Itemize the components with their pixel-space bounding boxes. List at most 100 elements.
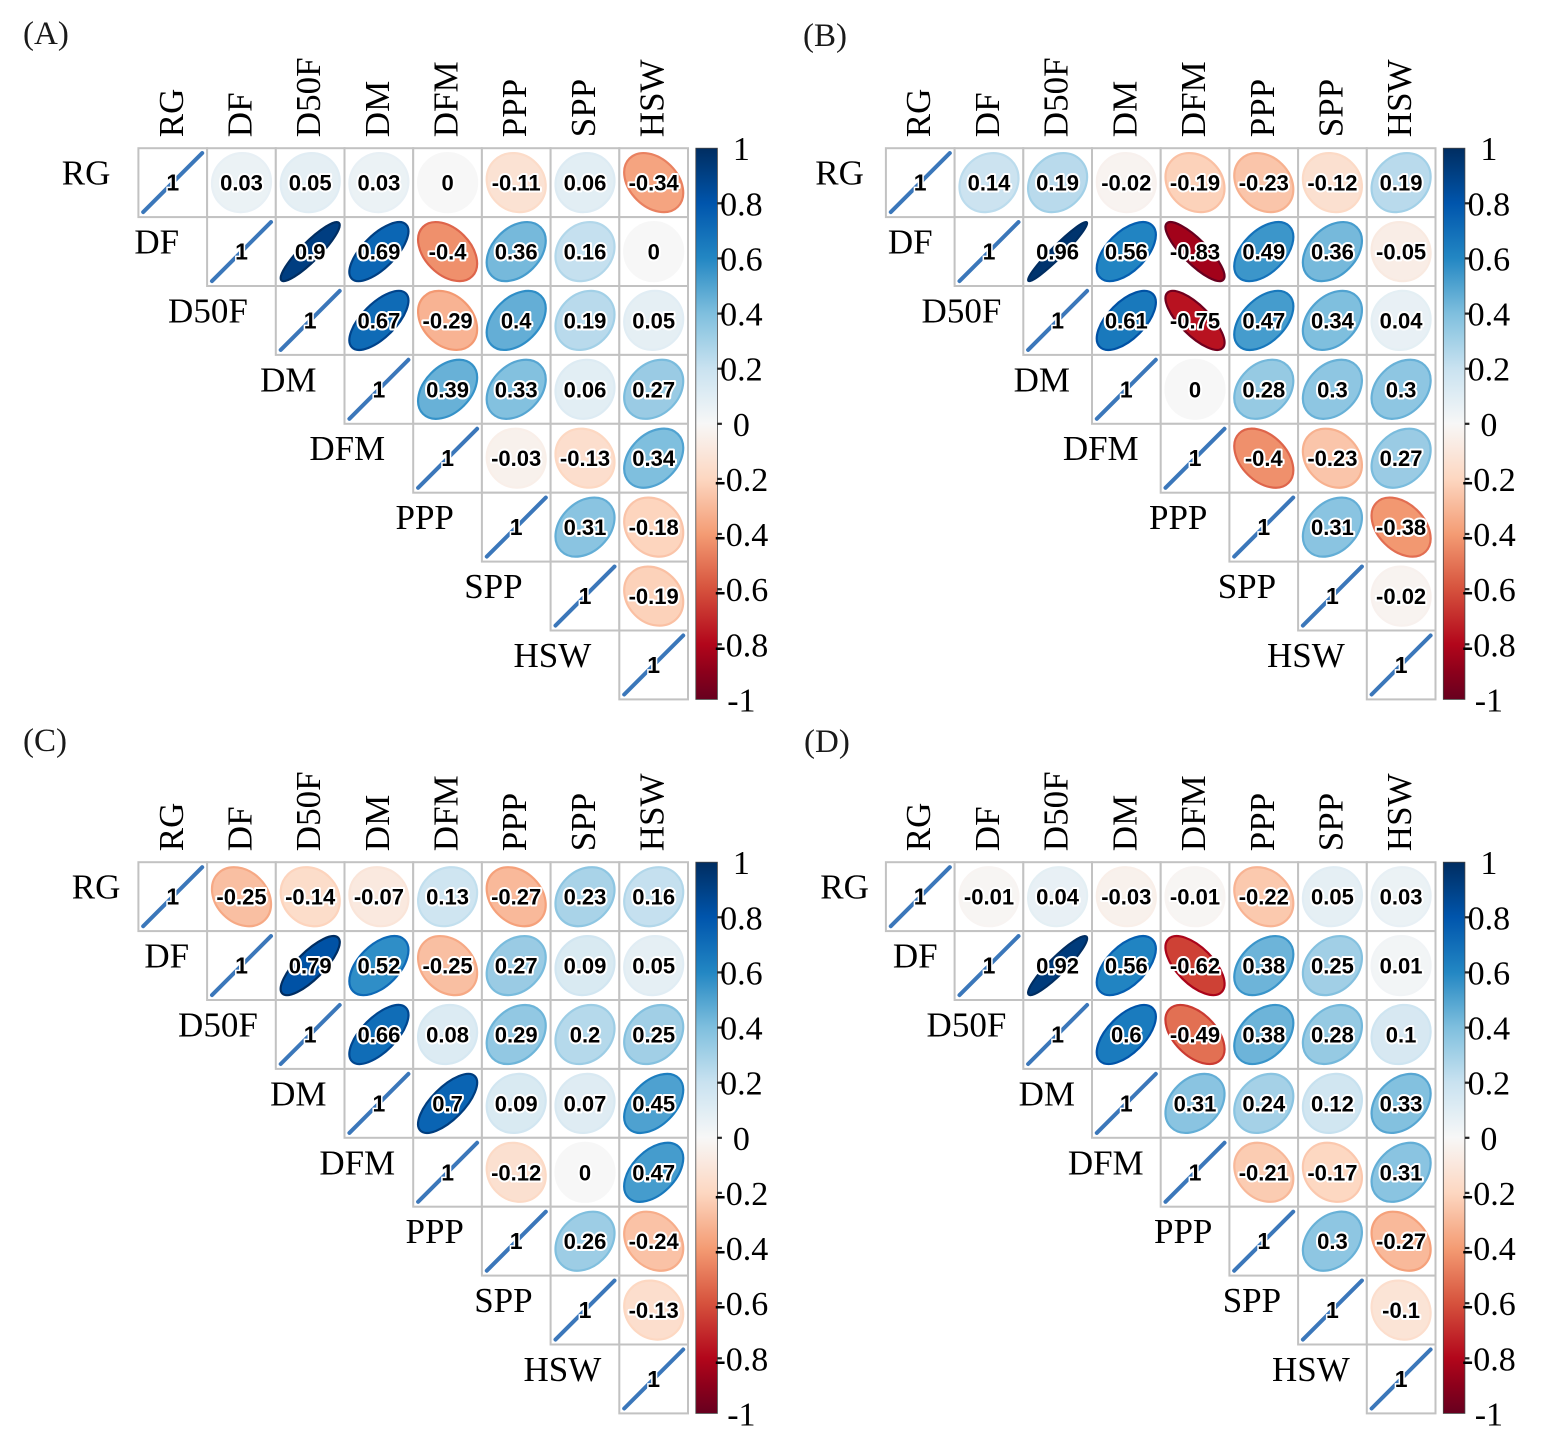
svg-text:D50F: D50F [1037,771,1076,851]
svg-text:0.39: 0.39 [426,377,469,402]
svg-text:(A): (A) [23,16,69,52]
svg-text:0.8: 0.8 [1468,900,1511,937]
svg-text:RG: RG [899,89,938,138]
svg-text:0.07: 0.07 [564,1091,607,1116]
svg-text:1: 1 [1395,652,1408,678]
svg-text:DF: DF [968,92,1007,137]
svg-text:0.2: 0.2 [1468,352,1511,389]
svg-text:0.09: 0.09 [495,1091,538,1116]
svg-text:0.16: 0.16 [564,240,607,265]
svg-text:0.2: 0.2 [720,352,763,389]
svg-text:0.13: 0.13 [426,885,469,910]
svg-text:-0.34: -0.34 [629,171,680,196]
svg-text:PPP: PPP [1243,793,1282,851]
svg-text:-0.23: -0.23 [1307,446,1357,471]
svg-text:0.28: 0.28 [1242,377,1285,402]
svg-text:1: 1 [235,953,248,979]
svg-text:D50F: D50F [922,291,1002,330]
svg-text:DFM: DFM [1068,1143,1144,1182]
svg-text:1: 1 [373,1090,386,1116]
svg-text:0.27: 0.27 [632,377,675,402]
svg-text:0.47: 0.47 [632,1160,675,1185]
svg-text:(D): (D) [804,724,850,760]
svg-text:0.03: 0.03 [357,171,400,196]
svg-text:1: 1 [914,884,927,910]
svg-text:0.05: 0.05 [289,171,332,196]
svg-text:0.6: 0.6 [1468,955,1511,992]
svg-text:0.23: 0.23 [564,885,607,910]
svg-text:0.49: 0.49 [1242,240,1285,265]
svg-text:-0.12: -0.12 [491,1160,541,1185]
svg-text:PPP: PPP [1149,498,1207,537]
svg-text:-0.23: -0.23 [1239,171,1289,196]
svg-text:RG: RG [820,868,869,907]
svg-text:DF: DF [968,806,1007,851]
svg-text:DFM: DFM [1174,61,1213,137]
svg-text:DFM: DFM [427,775,466,851]
svg-text:-0.6: -0.6 [1462,572,1516,609]
svg-text:0.79: 0.79 [289,954,332,979]
svg-text:0.34: 0.34 [632,446,676,471]
svg-text:DFM: DFM [427,61,466,137]
svg-text:-0.38: -0.38 [1376,515,1426,540]
svg-text:-0.12: -0.12 [1307,171,1357,196]
svg-text:0.31: 0.31 [564,515,607,540]
svg-text:0.1: 0.1 [1386,1023,1417,1048]
svg-text:HSW: HSW [633,773,672,851]
svg-text:DFM: DFM [1174,775,1213,851]
svg-text:1: 1 [914,170,927,196]
svg-text:-0.25: -0.25 [423,954,473,979]
svg-text:0.05: 0.05 [1311,885,1354,910]
svg-text:PPP: PPP [495,793,534,851]
svg-text:-0.02: -0.02 [1101,171,1151,196]
svg-text:0: 0 [1189,377,1201,402]
svg-text:0.29: 0.29 [495,1023,538,1048]
svg-text:1: 1 [441,445,454,471]
svg-text:HSW: HSW [524,1350,602,1389]
svg-text:-0.13: -0.13 [629,1298,679,1323]
svg-text:-0.25: -0.25 [216,885,266,910]
svg-text:HSW: HSW [1380,59,1419,137]
svg-text:0.25: 0.25 [632,1023,675,1048]
svg-text:PPP: PPP [405,1212,463,1251]
svg-text:DFM: DFM [319,1143,395,1182]
svg-text:-0.01: -0.01 [1170,885,1220,910]
svg-text:SPP: SPP [474,1281,532,1320]
svg-text:0.31: 0.31 [1380,1160,1423,1185]
svg-text:0.25: 0.25 [1311,954,1354,979]
svg-text:0.92: 0.92 [1036,954,1079,979]
svg-text:-0.62: -0.62 [1170,954,1220,979]
svg-text:SPP: SPP [1311,79,1350,137]
svg-text:HSW: HSW [633,59,672,137]
svg-text:-0.03: -0.03 [491,446,541,471]
svg-text:DF: DF [893,937,938,976]
svg-text:1: 1 [1257,514,1270,540]
svg-text:HSW: HSW [1267,636,1345,675]
svg-text:1: 1 [1480,845,1497,882]
svg-text:PPP: PPP [1243,79,1282,137]
svg-text:-0.2: -0.2 [714,462,768,499]
svg-text:-0.8: -0.8 [1462,627,1516,664]
svg-text:-0.4: -0.4 [1245,446,1284,471]
svg-text:RG: RG [152,89,191,138]
svg-text:RG: RG [152,803,191,852]
svg-text:-0.01: -0.01 [964,885,1014,910]
svg-text:0: 0 [733,407,750,444]
svg-text:DFM: DFM [309,429,385,468]
svg-text:1: 1 [733,845,750,882]
svg-text:-1: -1 [1475,682,1503,719]
svg-text:1: 1 [1395,1366,1408,1392]
svg-text:1: 1 [647,652,660,678]
svg-text:0.12: 0.12 [1311,1091,1354,1116]
svg-text:1: 1 [441,1159,454,1185]
svg-text:DF: DF [221,806,260,851]
svg-text:0.04: 0.04 [1036,885,1080,910]
svg-text:0.61: 0.61 [1105,308,1148,333]
svg-text:DF: DF [134,223,179,262]
svg-text:1: 1 [304,307,317,333]
svg-text:DM: DM [358,81,397,137]
svg-text:1: 1 [647,1366,660,1392]
svg-text:-1: -1 [1475,1396,1503,1433]
svg-text:0.26: 0.26 [564,1229,607,1254]
svg-text:0.4: 0.4 [720,297,763,334]
